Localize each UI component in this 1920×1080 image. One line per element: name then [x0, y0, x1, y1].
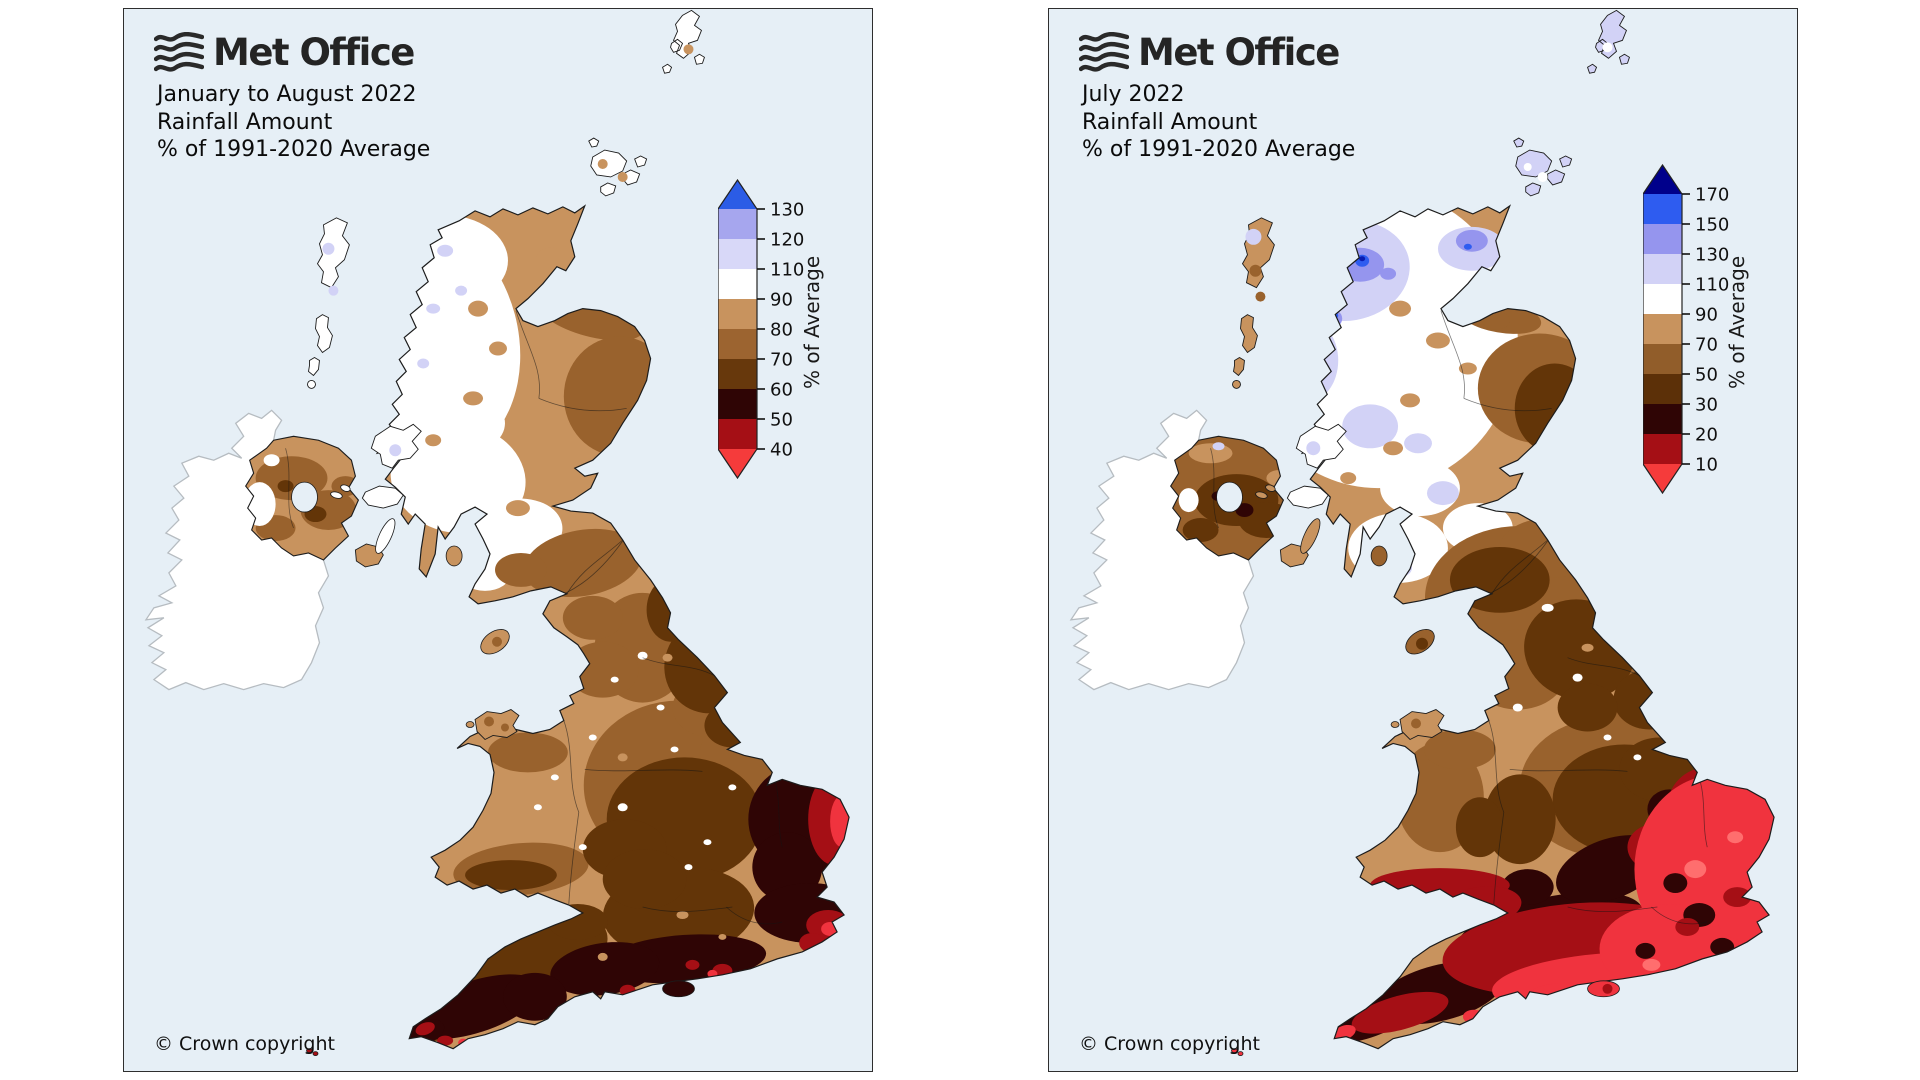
svg-text:130: 130: [770, 200, 804, 221]
svg-text:10: 10: [1695, 455, 1718, 476]
svg-text:20: 20: [1695, 425, 1718, 446]
svg-text:50: 50: [770, 410, 793, 431]
svg-text:110: 110: [1695, 275, 1729, 296]
map-title: January to August 2022 Rainfall Amount %…: [157, 81, 430, 164]
svg-text:90: 90: [770, 290, 793, 311]
colorbar-axis-label: % of Average: [1725, 255, 1749, 389]
met-office-waves-icon: [154, 31, 204, 72]
map-title: July 2022 Rainfall Amount % of 1991-2020…: [1082, 81, 1355, 164]
colorbar-legend: 170 150 130 110 90 70 50 30 20 10: [1643, 164, 1729, 495]
svg-text:30: 30: [1695, 395, 1718, 416]
met-office-logo-text: Met Office: [1138, 31, 1340, 74]
colorbar-legend: 130 120 110 90 80 70 60 50 40: [718, 179, 804, 480]
svg-text:80: 80: [770, 320, 793, 341]
svg-text:70: 70: [1695, 335, 1718, 356]
svg-text:70: 70: [770, 350, 793, 371]
svg-text:60: 60: [770, 380, 793, 401]
met-office-logo: Met Office: [1079, 31, 1340, 74]
met-office-logo-text: Met Office: [213, 31, 415, 74]
title-variable: Rainfall Amount: [1082, 109, 1258, 135]
uk-rainfall-map-january-august: [144, 9, 850, 1057]
svg-text:130: 130: [1695, 245, 1729, 266]
colorbar-axis-label: % of Average: [800, 255, 824, 389]
map-panel-january-august: Met Office January to August 2022 Rainfa…: [123, 8, 873, 1072]
crown-copyright: © Crown copyright: [154, 1033, 335, 1055]
met-office-logo: Met Office: [154, 31, 415, 74]
map-panel-july: Met Office July 2022 Rainfall Amount % o…: [1048, 8, 1798, 1072]
title-period: July 2022: [1082, 82, 1185, 107]
title-baseline: % of 1991-2020 Average: [1082, 137, 1356, 163]
uk-rainfall-map-july: [1069, 9, 1775, 1057]
met-office-waves-icon: [1079, 31, 1129, 72]
svg-text:50: 50: [1695, 365, 1718, 386]
svg-text:90: 90: [1695, 305, 1718, 326]
title-period: January to August 2022: [157, 82, 417, 107]
svg-text:150: 150: [1695, 215, 1729, 236]
title-baseline: % of 1991-2020 Average: [157, 137, 431, 163]
crown-copyright: © Crown copyright: [1079, 1033, 1260, 1055]
svg-text:40: 40: [770, 440, 793, 461]
svg-text:110: 110: [770, 260, 804, 281]
title-variable: Rainfall Amount: [157, 109, 333, 135]
svg-text:120: 120: [770, 230, 804, 251]
svg-text:170: 170: [1695, 185, 1729, 206]
